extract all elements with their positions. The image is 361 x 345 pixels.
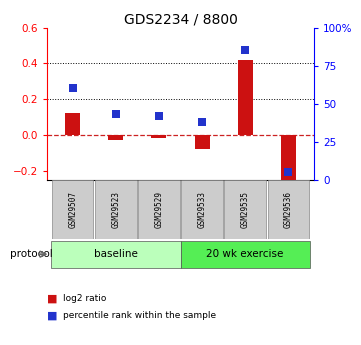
- Text: ■: ■: [47, 294, 57, 303]
- Bar: [52, 180, 93, 239]
- Point: [285, 169, 291, 175]
- Bar: [268, 180, 309, 239]
- Text: ■: ■: [47, 311, 57, 321]
- Bar: [238, 60, 253, 135]
- Bar: [180, 241, 310, 268]
- Point: [70, 86, 76, 91]
- Bar: [51, 241, 180, 268]
- Bar: [281, 135, 296, 179]
- Text: 20 wk exercise: 20 wk exercise: [206, 249, 284, 259]
- Text: baseline: baseline: [94, 249, 138, 259]
- Bar: [151, 135, 166, 138]
- Text: GSM29523: GSM29523: [112, 191, 120, 228]
- Text: GSM29535: GSM29535: [241, 191, 249, 228]
- Bar: [138, 180, 180, 239]
- Bar: [181, 180, 223, 239]
- Text: GSM29536: GSM29536: [284, 191, 293, 228]
- Bar: [95, 180, 136, 239]
- Text: GSM29529: GSM29529: [155, 191, 164, 228]
- Bar: [225, 180, 266, 239]
- Point: [156, 113, 162, 118]
- Point: [113, 111, 119, 117]
- Point: [199, 119, 205, 125]
- Text: log2 ratio: log2 ratio: [63, 294, 106, 303]
- Point: [242, 48, 248, 53]
- Text: protocol: protocol: [10, 249, 53, 259]
- Text: GSM29533: GSM29533: [197, 191, 206, 228]
- Bar: [108, 135, 123, 140]
- Bar: [65, 114, 80, 135]
- Bar: [195, 135, 210, 149]
- Text: GSM29507: GSM29507: [68, 191, 77, 228]
- Text: percentile rank within the sample: percentile rank within the sample: [63, 311, 216, 320]
- Title: GDS2234 / 8800: GDS2234 / 8800: [123, 12, 238, 27]
